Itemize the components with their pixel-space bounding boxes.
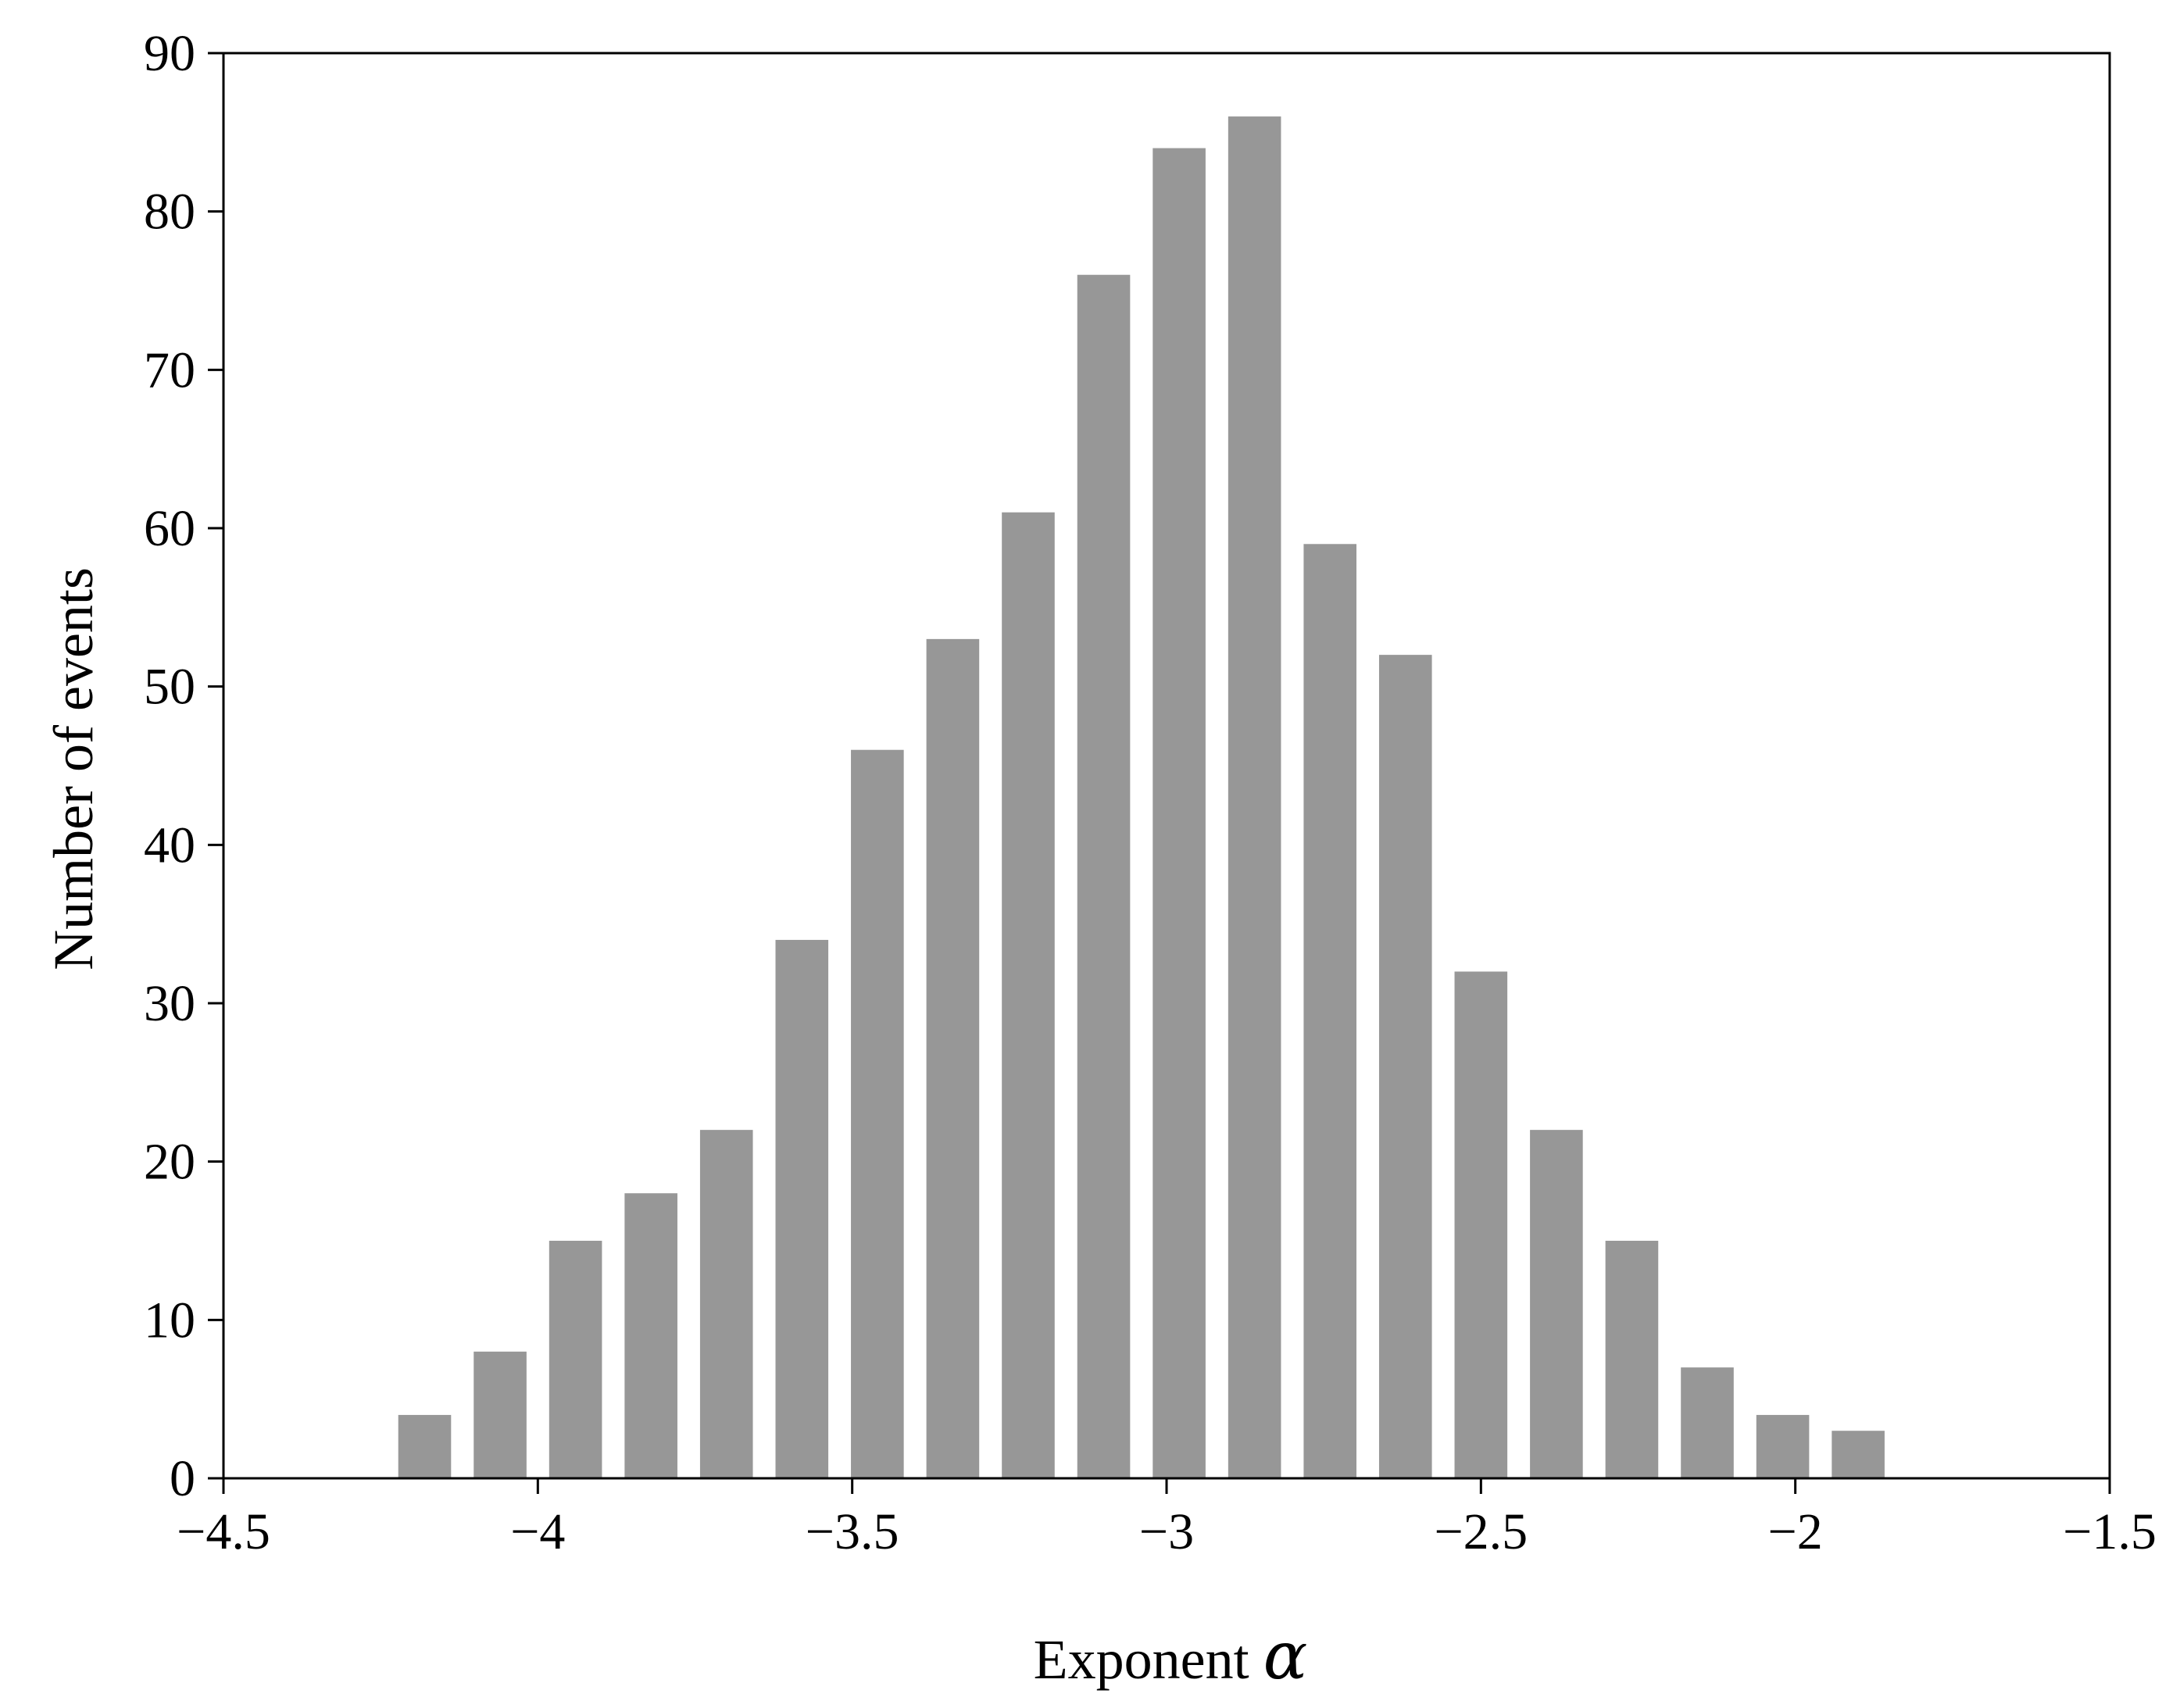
y-tick-label: 20 — [144, 1134, 195, 1191]
bar — [1002, 512, 1055, 1478]
bar — [699, 1130, 753, 1478]
x-tick-label: −3 — [1139, 1503, 1194, 1560]
bar — [474, 1351, 527, 1478]
bar — [1756, 1414, 1810, 1478]
y-tick-label: 30 — [144, 975, 195, 1032]
y-tick-label: 10 — [144, 1292, 195, 1349]
bar — [1605, 1241, 1659, 1478]
bar — [1681, 1367, 1734, 1478]
bar — [549, 1241, 602, 1478]
y-axis-label: Number of events — [42, 567, 105, 970]
x-axis-label-symbol: α — [1263, 1617, 1308, 1694]
bar — [851, 749, 904, 1478]
bar — [1077, 274, 1131, 1478]
bar — [1153, 148, 1206, 1479]
y-axis-ticks: 0 10 20 30 40 50 60 70 80 90 — [144, 25, 223, 1507]
x-tick-label: −2 — [1768, 1503, 1823, 1560]
bar — [1378, 655, 1432, 1479]
bar — [1228, 116, 1281, 1479]
x-tick-label: −2.5 — [1434, 1503, 1528, 1560]
bar — [1303, 544, 1357, 1479]
x-tick-label: −1.5 — [2063, 1503, 2157, 1560]
bar — [926, 638, 980, 1478]
y-tick-label: 80 — [144, 184, 195, 241]
x-axis-label: Exponent α — [1034, 1617, 1308, 1694]
bars-group — [398, 116, 1885, 1479]
x-tick-label: −4.5 — [177, 1503, 270, 1560]
bar — [1832, 1431, 1885, 1478]
bar — [624, 1193, 677, 1478]
bar — [1530, 1130, 1583, 1478]
y-tick-label: 40 — [144, 816, 195, 874]
y-tick-label: 50 — [144, 659, 195, 716]
x-axis-label-text: Exponent — [1034, 1628, 1249, 1691]
x-axis-ticks: −4.5 −4 −3.5 −3 −2.5 −2 −1.5 — [177, 1478, 2157, 1560]
y-tick-label: 70 — [144, 341, 195, 398]
x-tick-label: −3.5 — [806, 1503, 899, 1560]
x-tick-label: −4 — [510, 1503, 565, 1560]
y-tick-label: 60 — [144, 500, 195, 557]
bar — [1454, 971, 1508, 1478]
y-tick-label: 0 — [170, 1450, 195, 1507]
bar — [398, 1414, 452, 1478]
bar — [775, 939, 829, 1478]
y-tick-label: 90 — [144, 25, 195, 82]
